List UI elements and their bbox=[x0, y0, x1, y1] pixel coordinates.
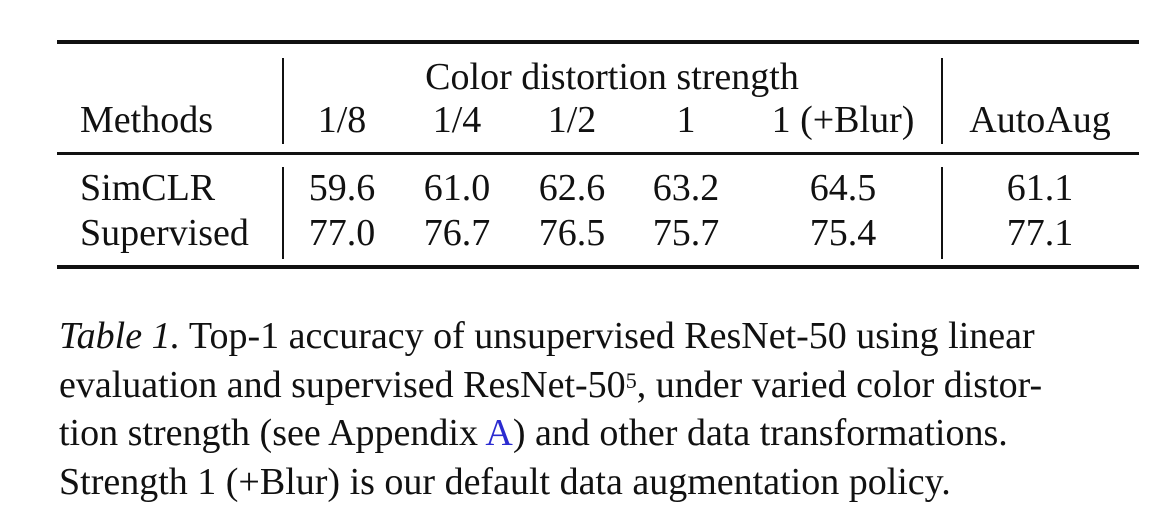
header-col: 1 bbox=[676, 99, 696, 141]
column-divider bbox=[941, 167, 943, 259]
table-cell: 77.1 bbox=[1006, 212, 1074, 254]
caption-line: Table 1. Top-1 accuracy of unsupervised … bbox=[59, 312, 1119, 361]
row-method: SimCLR bbox=[80, 167, 216, 209]
row-method: Supervised bbox=[80, 212, 249, 254]
header-col: 1/2 bbox=[547, 99, 597, 141]
group-header: Color distortion strength bbox=[425, 56, 799, 98]
table-cell: 76.7 bbox=[423, 212, 491, 254]
table-cell: 63.2 bbox=[652, 167, 720, 209]
caption-label: Table 1. bbox=[59, 315, 181, 357]
header-col: AutoAug bbox=[969, 99, 1111, 141]
table-caption: Table 1. Top-1 accuracy of unsupervised … bbox=[59, 312, 1119, 506]
table-cell: 76.5 bbox=[538, 212, 606, 254]
caption-text: Top-1 accuracy of unsupervised ResNet-50… bbox=[188, 315, 1035, 357]
caption-text: tion strength (see Appendix bbox=[59, 412, 486, 454]
table-cell: 75.7 bbox=[652, 212, 720, 254]
header-col: 1/8 bbox=[317, 99, 367, 141]
table-cell: 62.6 bbox=[538, 167, 606, 209]
table-cell: 75.4 bbox=[809, 212, 877, 254]
top-rule bbox=[57, 40, 1139, 44]
caption-text: evaluation and supervised ResNet-50 bbox=[59, 363, 626, 406]
caption-line: Strength 1 (+Blur) is our default data a… bbox=[59, 460, 951, 503]
header-col: 1 (+Blur) bbox=[771, 99, 915, 141]
header-col: 1/4 bbox=[432, 99, 482, 141]
table-cell: 61.0 bbox=[423, 167, 491, 209]
footnote-marker[interactable]: 5 bbox=[625, 367, 637, 393]
header-rule bbox=[57, 152, 1139, 155]
caption-line: evaluation and supervised ResNet-505, un… bbox=[59, 361, 1119, 410]
header-methods: Methods bbox=[80, 99, 213, 141]
table-cell: 77.0 bbox=[308, 212, 376, 254]
appendix-link[interactable]: A bbox=[485, 412, 513, 454]
column-divider bbox=[941, 58, 943, 144]
column-divider bbox=[282, 167, 284, 259]
table-cell: 61.1 bbox=[1006, 167, 1074, 209]
caption-line: tion strength (see Appendix A) and other… bbox=[59, 409, 1119, 458]
bottom-rule bbox=[57, 265, 1139, 269]
caption-text: , under varied color distor- bbox=[636, 363, 1043, 406]
caption-text: ) and other data transformations. bbox=[512, 412, 1008, 454]
column-divider bbox=[282, 58, 284, 144]
table-cell: 64.5 bbox=[809, 167, 877, 209]
table-cell: 59.6 bbox=[308, 167, 376, 209]
